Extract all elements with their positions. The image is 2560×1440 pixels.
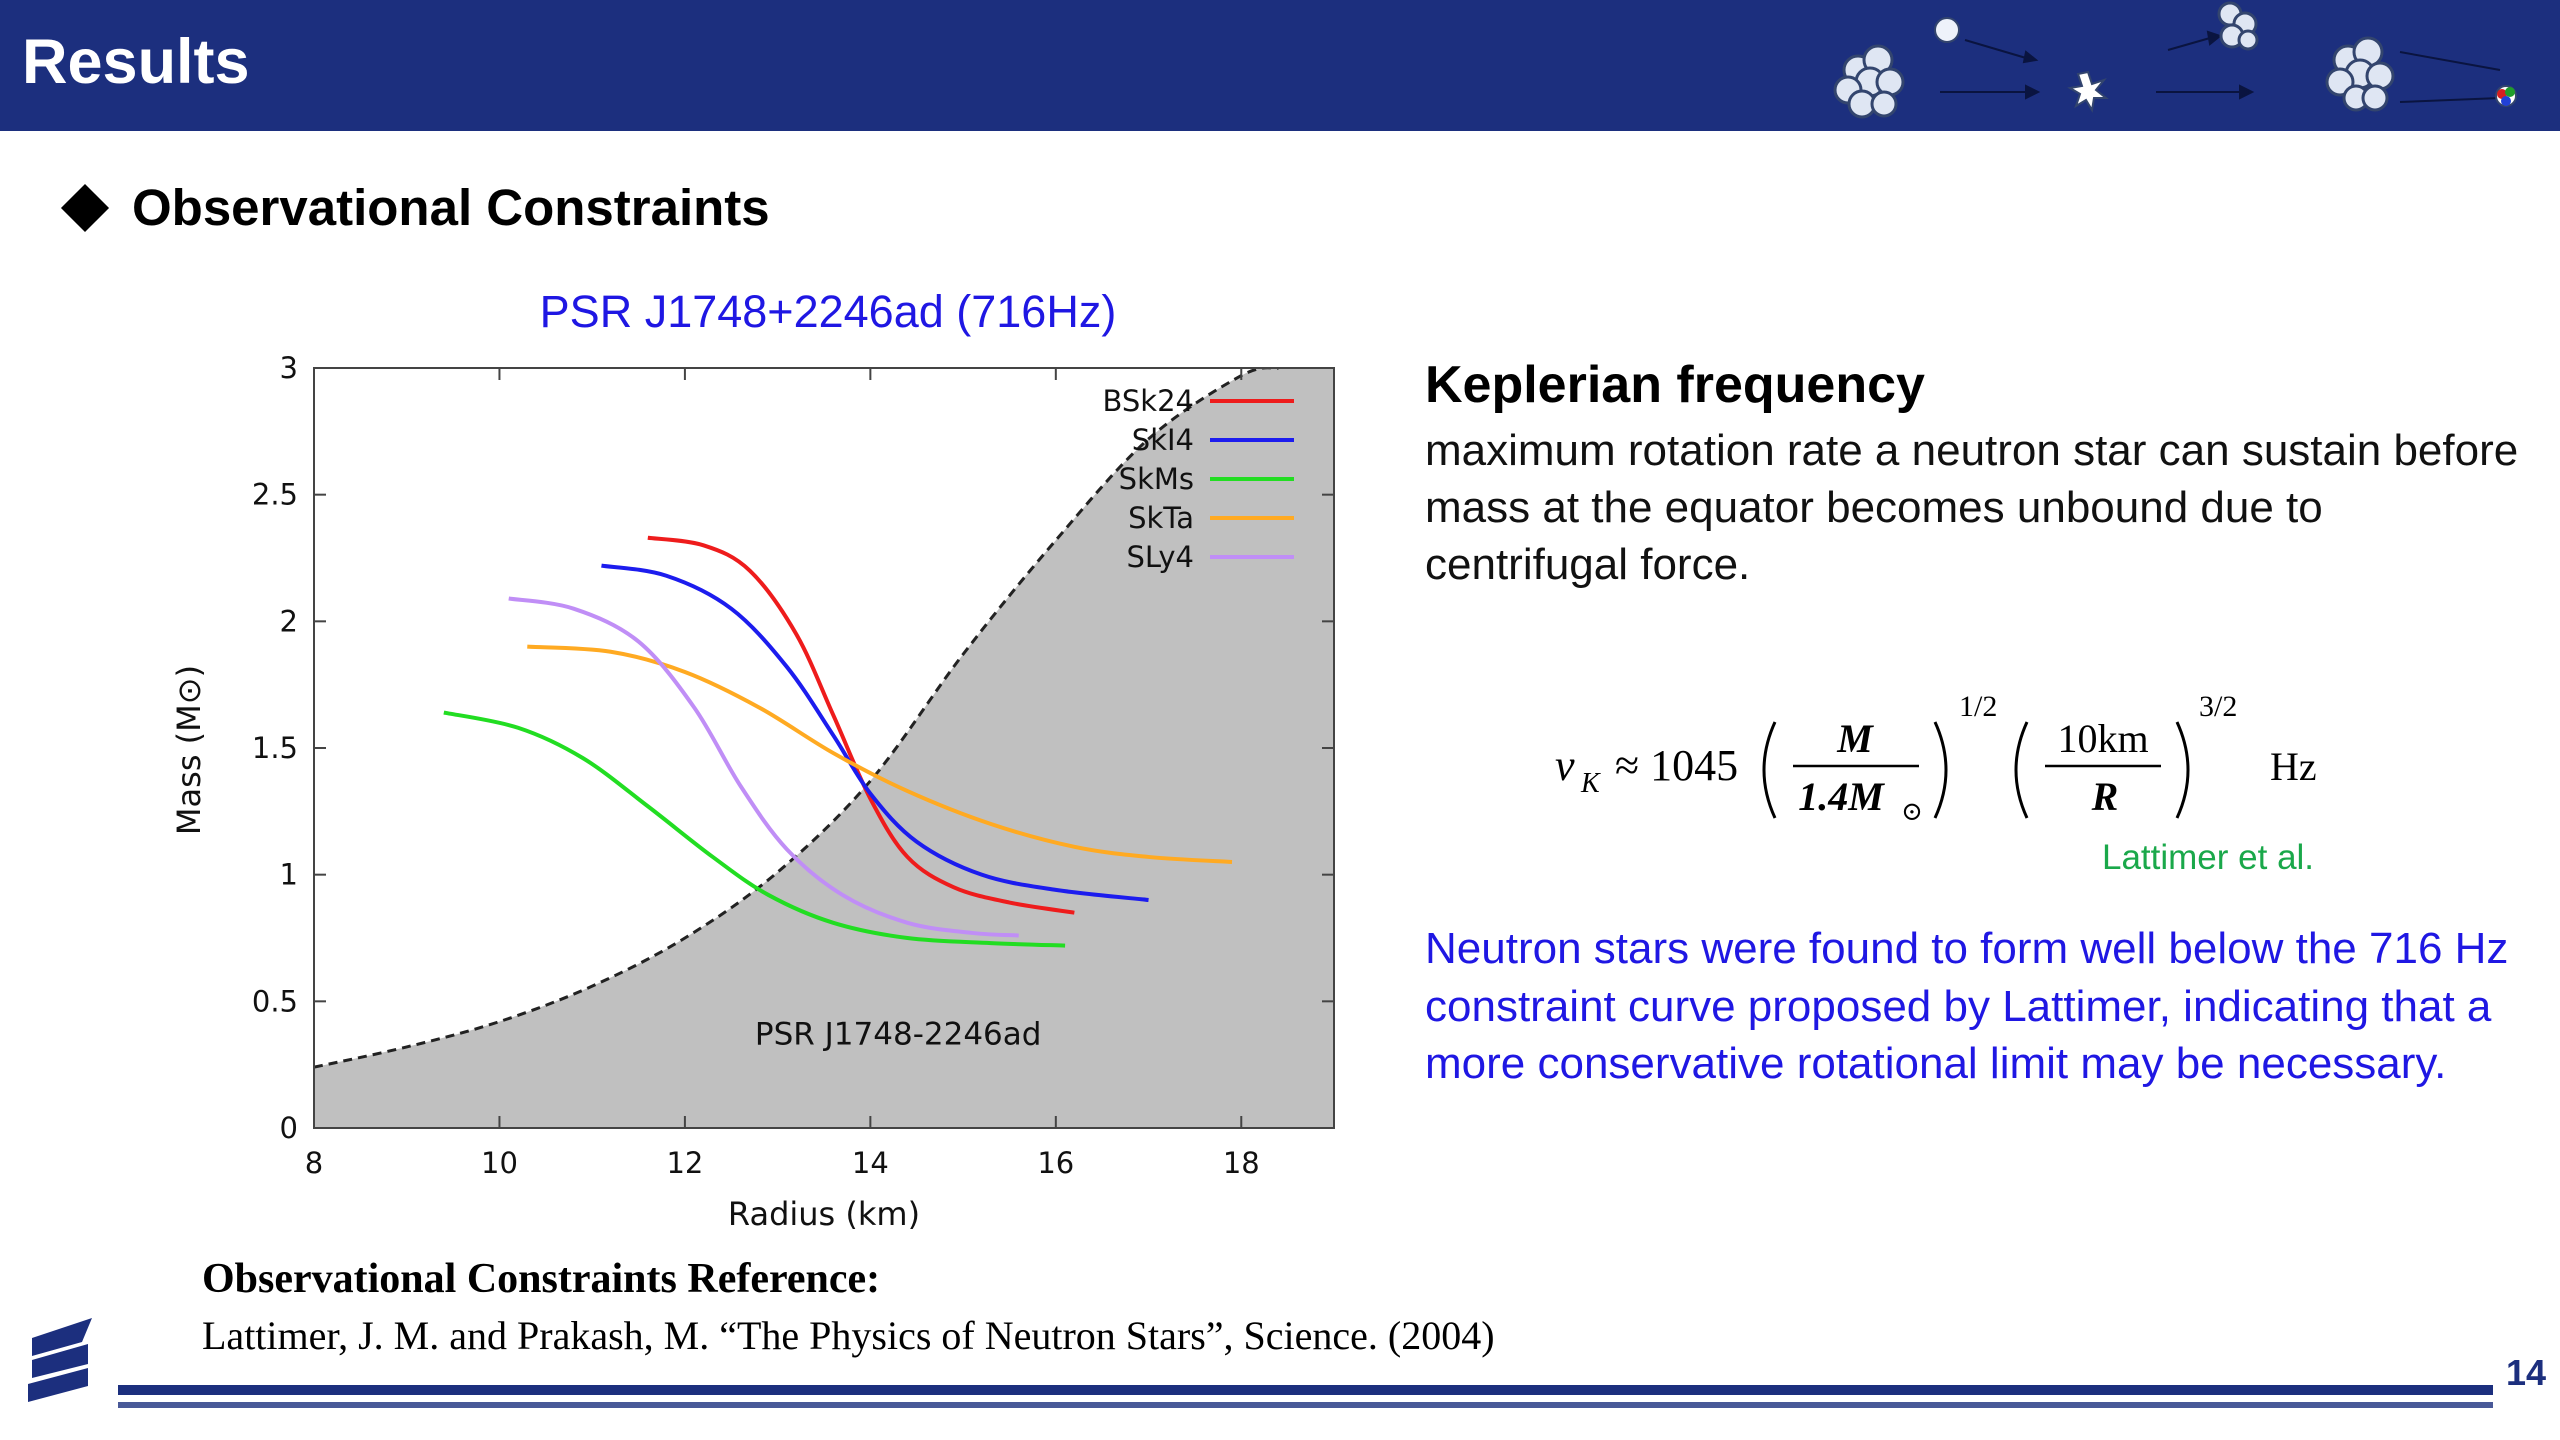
tick-labels: 8 10 12 14 16 18 0 0.5 1 1.5 2 2.5 3 [252,351,1260,1180]
formula-lhs: ν [1555,741,1575,790]
plot-frame [313,367,1335,1129]
slide-title: Results [22,27,250,97]
right-paren-icon [1933,721,1948,819]
right-paren-icon [2175,721,2190,819]
left-paren-icon [1762,721,1777,819]
exponent2: 3/2 [2199,690,2237,723]
legend-label-bsk24: BSk24 [1103,384,1195,418]
mass-radius-chart: PSR J1748+2246ad (716Hz) PSR J1748-2246a… [170,286,1335,1233]
neutron-icon [1934,17,1960,43]
legend-label-skta: SkTa [1128,501,1194,535]
quark-icon [2495,85,2517,107]
keplerian-formula: ν K ≈ 1045 M 1.4M ⊙ 1/2 10km R 3/2 Hz [1555,690,2317,826]
arrow-icon [1940,30,2501,103]
reference-text: Lattimer, J. M. and Prakash, M. “The Phy… [202,1313,1495,1358]
constraint-region [314,368,1334,1128]
y-tick-label: 3 [280,351,298,385]
fraction1-numerator: M [1836,716,1874,761]
x-tick-label: 12 [666,1146,703,1180]
diamond-bullet-icon [60,183,110,232]
x-tick-label: 10 [481,1146,518,1180]
x-axis-label: Radius (km) [728,1195,920,1233]
formula-citation: Lattimer et al. [2102,838,2315,877]
constraint-boundary-curve [314,368,1279,1069]
series-lines [443,535,1233,948]
formula-coefficient: ≈ 1045 [1615,741,1738,790]
header-illustration [1833,1,2517,119]
formula-unit: Hz [2270,744,2317,789]
series-line-skta [527,644,1233,864]
fraction2-numerator: 10km [2057,716,2148,761]
y-tick-label: 2.5 [252,478,298,512]
fraction2-denominator: R [2091,774,2119,819]
series-line-bsk24 [647,535,1075,915]
institution-logo-icon [28,1318,92,1402]
fraction1-denominator: 1.4M [1798,774,1885,819]
legend-label-ski4: SkI4 [1132,423,1194,457]
y-axis-label: Mass (M⊙) [170,665,208,835]
finding-text: Neutron stars were found to form well be… [1425,924,2509,1088]
x-tick-label: 16 [1037,1146,1074,1180]
section-title: Observational Constraints [132,179,770,236]
x-tick-label: 14 [852,1146,889,1180]
series-line-skms [443,710,1066,948]
chart-legend: BSk24 SkI4 SkMs SkTa SLy4 [1103,384,1294,574]
y-tick-label: 0.5 [252,984,298,1018]
y-tick-label: 2 [280,604,298,638]
keplerian-heading: Keplerian frequency [1425,356,1925,414]
header-bar: Results [0,0,2560,131]
chart-title: PSR J1748+2246ad (716Hz) [540,286,1117,337]
burst-icon [2067,70,2109,113]
footer-rule [118,1385,2493,1395]
exponent1: 1/2 [1959,690,1997,723]
constraint-region-label: PSR J1748-2246ad [755,1016,1042,1052]
fraction1-denominator-sub: ⊙ [1901,797,1923,826]
footer-rule-thin [118,1402,2493,1408]
reference-title: Observational Constraints Reference: [202,1256,881,1302]
fragment-icon [2217,1,2259,51]
left-paren-icon [2014,721,2029,819]
page-number: 14 [2506,1352,2547,1393]
section-heading: Observational Constraints [60,178,770,237]
x-tick-label: 18 [1223,1146,1260,1180]
keplerian-definition: maximum rotation rate a neutron star can… [1425,426,2519,589]
formula-lhs-sub: K [1580,768,1601,799]
legend-label-skms: SkMs [1119,462,1194,496]
y-tick-label: 0 [280,1111,298,1145]
series-line-sly4 [508,596,1019,938]
legend-label-sly4: SLy4 [1126,540,1194,574]
nucleus-icon [2325,36,2395,112]
nucleus-icon [1833,44,1905,119]
y-tick-label: 1.5 [252,731,298,765]
x-tick-label: 8 [305,1146,323,1180]
y-tick-label: 1 [280,858,298,892]
